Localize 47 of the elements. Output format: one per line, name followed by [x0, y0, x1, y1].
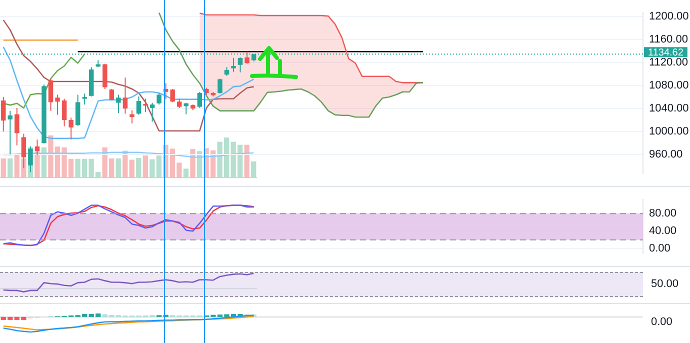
bar: [116, 158, 121, 178]
candlestick: [68, 117, 74, 140]
candlestick: [14, 107, 20, 146]
bar: [8, 158, 13, 178]
candlestick: [122, 76, 128, 114]
candlestick: [218, 78, 222, 94]
y-tick-label: 1000.00: [649, 126, 689, 138]
bar: [0, 158, 6, 178]
bar: [190, 149, 196, 178]
y-tick-label: 1200.00: [649, 10, 689, 23]
candlestick: [156, 92, 162, 105]
candlestick: [143, 98, 148, 112]
candlestick: [136, 96, 142, 116]
y-tick-label: 1040.00: [649, 102, 689, 115]
bar: [142, 155, 148, 178]
candlestick: [102, 63, 108, 90]
bar: [183, 168, 189, 178]
candlestick: [48, 78, 54, 112]
ref-line-label: 1134.62: [648, 47, 684, 58]
y-tick-label: 1080.00: [649, 80, 689, 92]
bar: [122, 150, 128, 178]
y-tick-label: 80.00: [649, 208, 677, 220]
y-tick-label: 960.00: [649, 148, 683, 160]
candlestick: [82, 93, 87, 105]
candlestick: [8, 110, 13, 155]
candlestick: [75, 94, 80, 126]
candlestick: [176, 98, 182, 108]
text: 50.00: [651, 276, 679, 290]
bar: [129, 160, 134, 178]
candlestick: [55, 94, 60, 116]
bar: [251, 161, 256, 178]
y-tick-label: 40.00: [649, 225, 677, 238]
candlestick: [244, 51, 250, 64]
y-tick-label: 1160.00: [649, 34, 688, 46]
candlestick: [116, 94, 121, 114]
bar: [136, 158, 142, 178]
candlestick: [1, 96, 6, 132]
candlestick: [197, 91, 202, 108]
candlestick: [62, 98, 67, 127]
candlestick: [130, 110, 134, 124]
candlestick: [238, 56, 243, 73]
y-tick-label: 1120.00: [649, 56, 688, 69]
y-tick-label: 0.00: [649, 242, 670, 255]
candlestick: [150, 102, 155, 122]
candlestick: [170, 88, 175, 103]
candlestick: [231, 57, 236, 72]
candlestick: [109, 88, 114, 101]
